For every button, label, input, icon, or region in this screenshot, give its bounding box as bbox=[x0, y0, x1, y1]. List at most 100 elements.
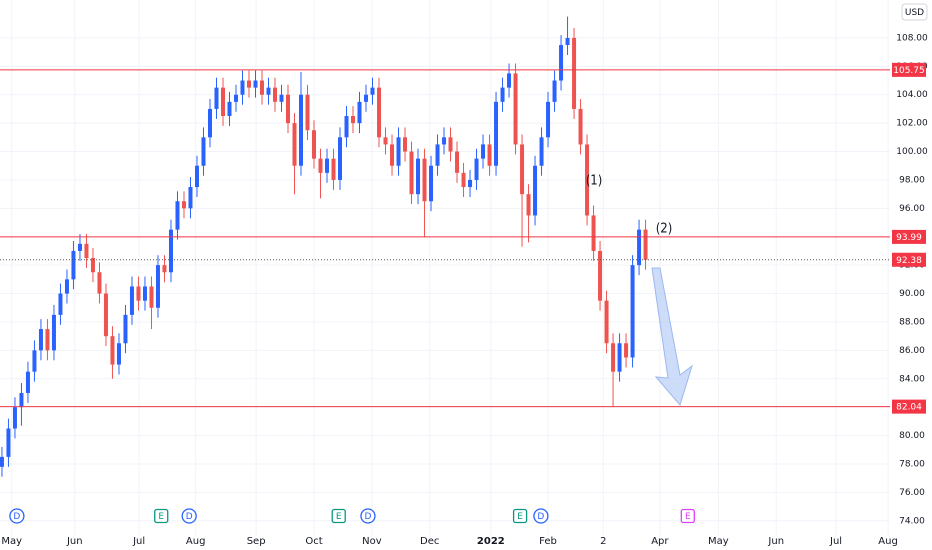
candle-body bbox=[149, 286, 154, 308]
y-tick-label: 86.00 bbox=[899, 346, 925, 356]
y-tick-label: 80.00 bbox=[899, 431, 925, 441]
candles bbox=[0, 16, 890, 477]
x-tick-label: Aug bbox=[186, 536, 206, 547]
x-tick-label: Apr bbox=[651, 536, 669, 547]
candle-body bbox=[409, 151, 414, 195]
candle-body bbox=[481, 144, 486, 159]
event-marker bbox=[331, 508, 346, 524]
level-label-box bbox=[892, 62, 926, 77]
last-price-label: 92.38 bbox=[896, 256, 922, 266]
candle-body bbox=[617, 343, 622, 372]
candle-body bbox=[435, 144, 440, 166]
event-marker bbox=[680, 508, 695, 524]
candle-body bbox=[71, 250, 76, 280]
event-marker bbox=[9, 508, 25, 524]
candle-body bbox=[292, 123, 297, 166]
currency-box bbox=[901, 3, 928, 21]
candle-body bbox=[455, 151, 460, 173]
candle-body bbox=[51, 314, 56, 351]
event-marker bbox=[533, 508, 549, 524]
event-label: E bbox=[517, 512, 523, 522]
candle-body bbox=[266, 87, 271, 95]
y-tick-label: 74.00 bbox=[899, 516, 925, 526]
candle-body bbox=[259, 80, 264, 95]
candle-body bbox=[64, 279, 69, 294]
candle-body bbox=[175, 201, 180, 230]
candle-body bbox=[559, 45, 564, 81]
y-tick-label: 108.00 bbox=[896, 33, 928, 43]
candle-body bbox=[142, 286, 147, 301]
x-tick-label: May bbox=[708, 536, 729, 547]
y-tick-label: 90.00 bbox=[899, 289, 925, 299]
y-tick-label: 98.00 bbox=[899, 175, 925, 185]
y-tick-label: 88.00 bbox=[899, 317, 925, 327]
candle-body bbox=[155, 265, 160, 308]
x-tick-label: Jul bbox=[132, 536, 145, 547]
candle-body bbox=[500, 87, 505, 102]
candle-body bbox=[591, 215, 596, 251]
x-tick-label: Oct bbox=[305, 536, 322, 547]
candle-body bbox=[246, 80, 251, 88]
y-tick-label: 102.00 bbox=[896, 119, 928, 129]
candle-body bbox=[344, 116, 349, 138]
candle-body bbox=[116, 343, 121, 365]
level-label: 93.99 bbox=[896, 233, 922, 243]
candle-body bbox=[429, 165, 434, 202]
candle-body bbox=[461, 172, 466, 188]
candle-body bbox=[552, 80, 557, 102]
annotation: (2) bbox=[656, 222, 673, 237]
candle-body bbox=[494, 101, 499, 166]
event-label: D bbox=[364, 512, 371, 522]
candle-body bbox=[272, 87, 277, 102]
candle-body bbox=[630, 265, 635, 358]
candle-body bbox=[416, 158, 421, 195]
candle-body bbox=[487, 144, 492, 166]
candle-body bbox=[0, 456, 4, 467]
y-tick-label: 100.00 bbox=[896, 147, 928, 157]
candle-body bbox=[299, 94, 304, 166]
candle-body bbox=[611, 343, 616, 372]
candle-body bbox=[201, 137, 206, 166]
candle-body bbox=[520, 144, 525, 195]
candle-body bbox=[643, 229, 648, 260]
candle-body bbox=[474, 158, 479, 180]
candle-body bbox=[357, 101, 362, 124]
x-tick-label: Aug bbox=[878, 536, 898, 547]
candle-body bbox=[312, 130, 317, 159]
candle-body bbox=[240, 80, 245, 95]
candle-body bbox=[422, 158, 427, 202]
candle-body bbox=[233, 94, 238, 102]
candle-body bbox=[129, 286, 134, 315]
candle-body bbox=[448, 137, 453, 152]
candle-body bbox=[442, 137, 447, 145]
candle-body bbox=[585, 144, 590, 216]
event-label: D bbox=[13, 512, 20, 522]
x-tick-label: May bbox=[1, 536, 22, 547]
level-label: 105.75 bbox=[893, 66, 925, 76]
currency: USD bbox=[905, 8, 924, 18]
annotation: (1) bbox=[586, 174, 603, 189]
last-price-box bbox=[892, 252, 926, 267]
event-marker bbox=[181, 508, 197, 524]
candle-body bbox=[90, 258, 95, 273]
x-tick-label: Jun bbox=[66, 536, 83, 547]
candle-body bbox=[12, 407, 17, 429]
level-label-box bbox=[892, 399, 926, 414]
candle-body bbox=[383, 137, 388, 145]
candle-body bbox=[6, 428, 11, 457]
candle-body bbox=[396, 137, 401, 166]
candle-body bbox=[539, 137, 544, 166]
candle-body bbox=[604, 300, 609, 344]
grid bbox=[0, 0, 890, 535]
candle-body bbox=[188, 187, 193, 209]
candle-body bbox=[572, 37, 577, 109]
x-tick-label: Feb bbox=[539, 536, 557, 547]
candle-body bbox=[123, 314, 128, 344]
candle-body bbox=[279, 94, 284, 102]
candle-body bbox=[364, 94, 369, 102]
y-tick-label: 84.00 bbox=[899, 374, 925, 384]
candle-body bbox=[58, 293, 63, 315]
candle-body bbox=[136, 286, 141, 301]
level-label-box bbox=[892, 229, 926, 244]
